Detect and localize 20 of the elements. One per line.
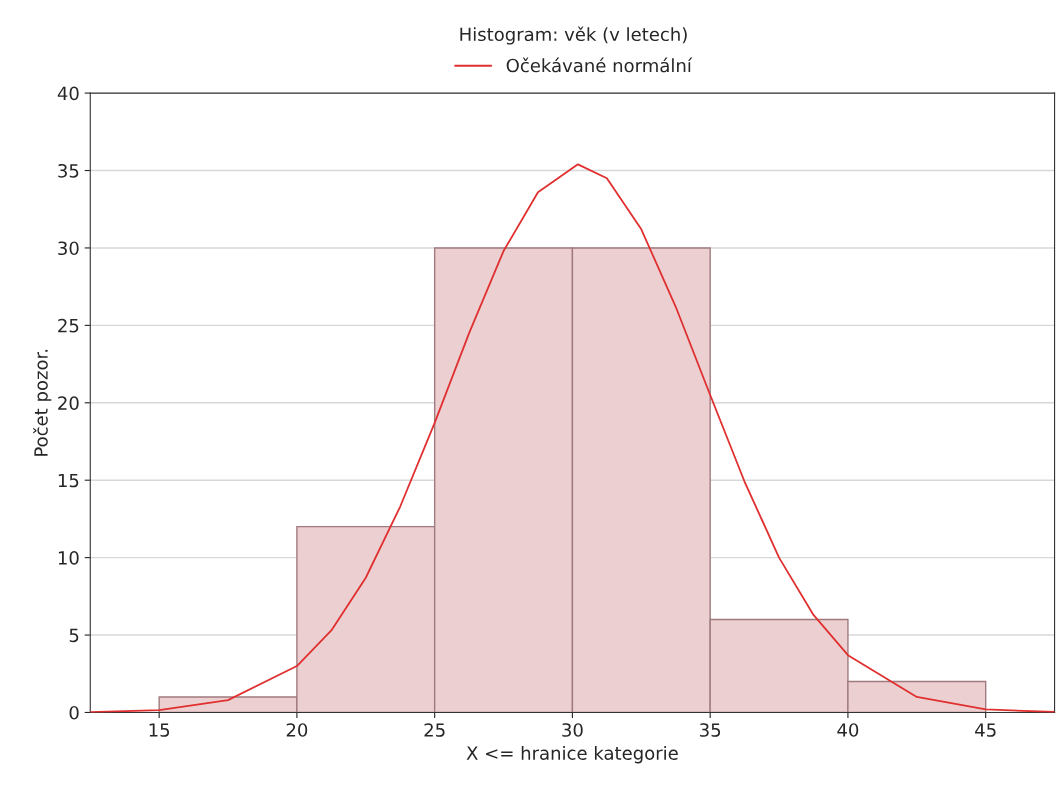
x-tick-label: 20 bbox=[286, 723, 308, 737]
y-tick-label: 15 bbox=[58, 473, 79, 488]
y-tick-label: 25 bbox=[58, 318, 79, 333]
y-tick-label: 30 bbox=[58, 241, 79, 256]
y-tick-label: 20 bbox=[58, 396, 79, 410]
y-tick-label: 10 bbox=[58, 551, 79, 565]
y-axis-title: Počet pozor. bbox=[33, 349, 52, 456]
y-tick-label: 0 bbox=[69, 705, 79, 720]
y-tick-label: 40 bbox=[57, 86, 79, 101]
x-tick-label: 25 bbox=[424, 723, 445, 737]
x-tick-label: 30 bbox=[562, 723, 583, 737]
x-tick-label: 40 bbox=[837, 723, 859, 737]
x-axis-title: X <= hranice kategorie bbox=[466, 745, 678, 764]
y-tick-label: 35 bbox=[58, 163, 79, 178]
legend-label: Očekávané normální bbox=[506, 57, 693, 73]
y-tick-label: 5 bbox=[69, 628, 79, 643]
x-tick-label: 15 bbox=[149, 723, 170, 737]
x-tick-label: 45 bbox=[975, 723, 996, 737]
chart-title: Histogram: věk (v letech) bbox=[460, 26, 687, 45]
x-tick-label: 35 bbox=[700, 723, 721, 737]
